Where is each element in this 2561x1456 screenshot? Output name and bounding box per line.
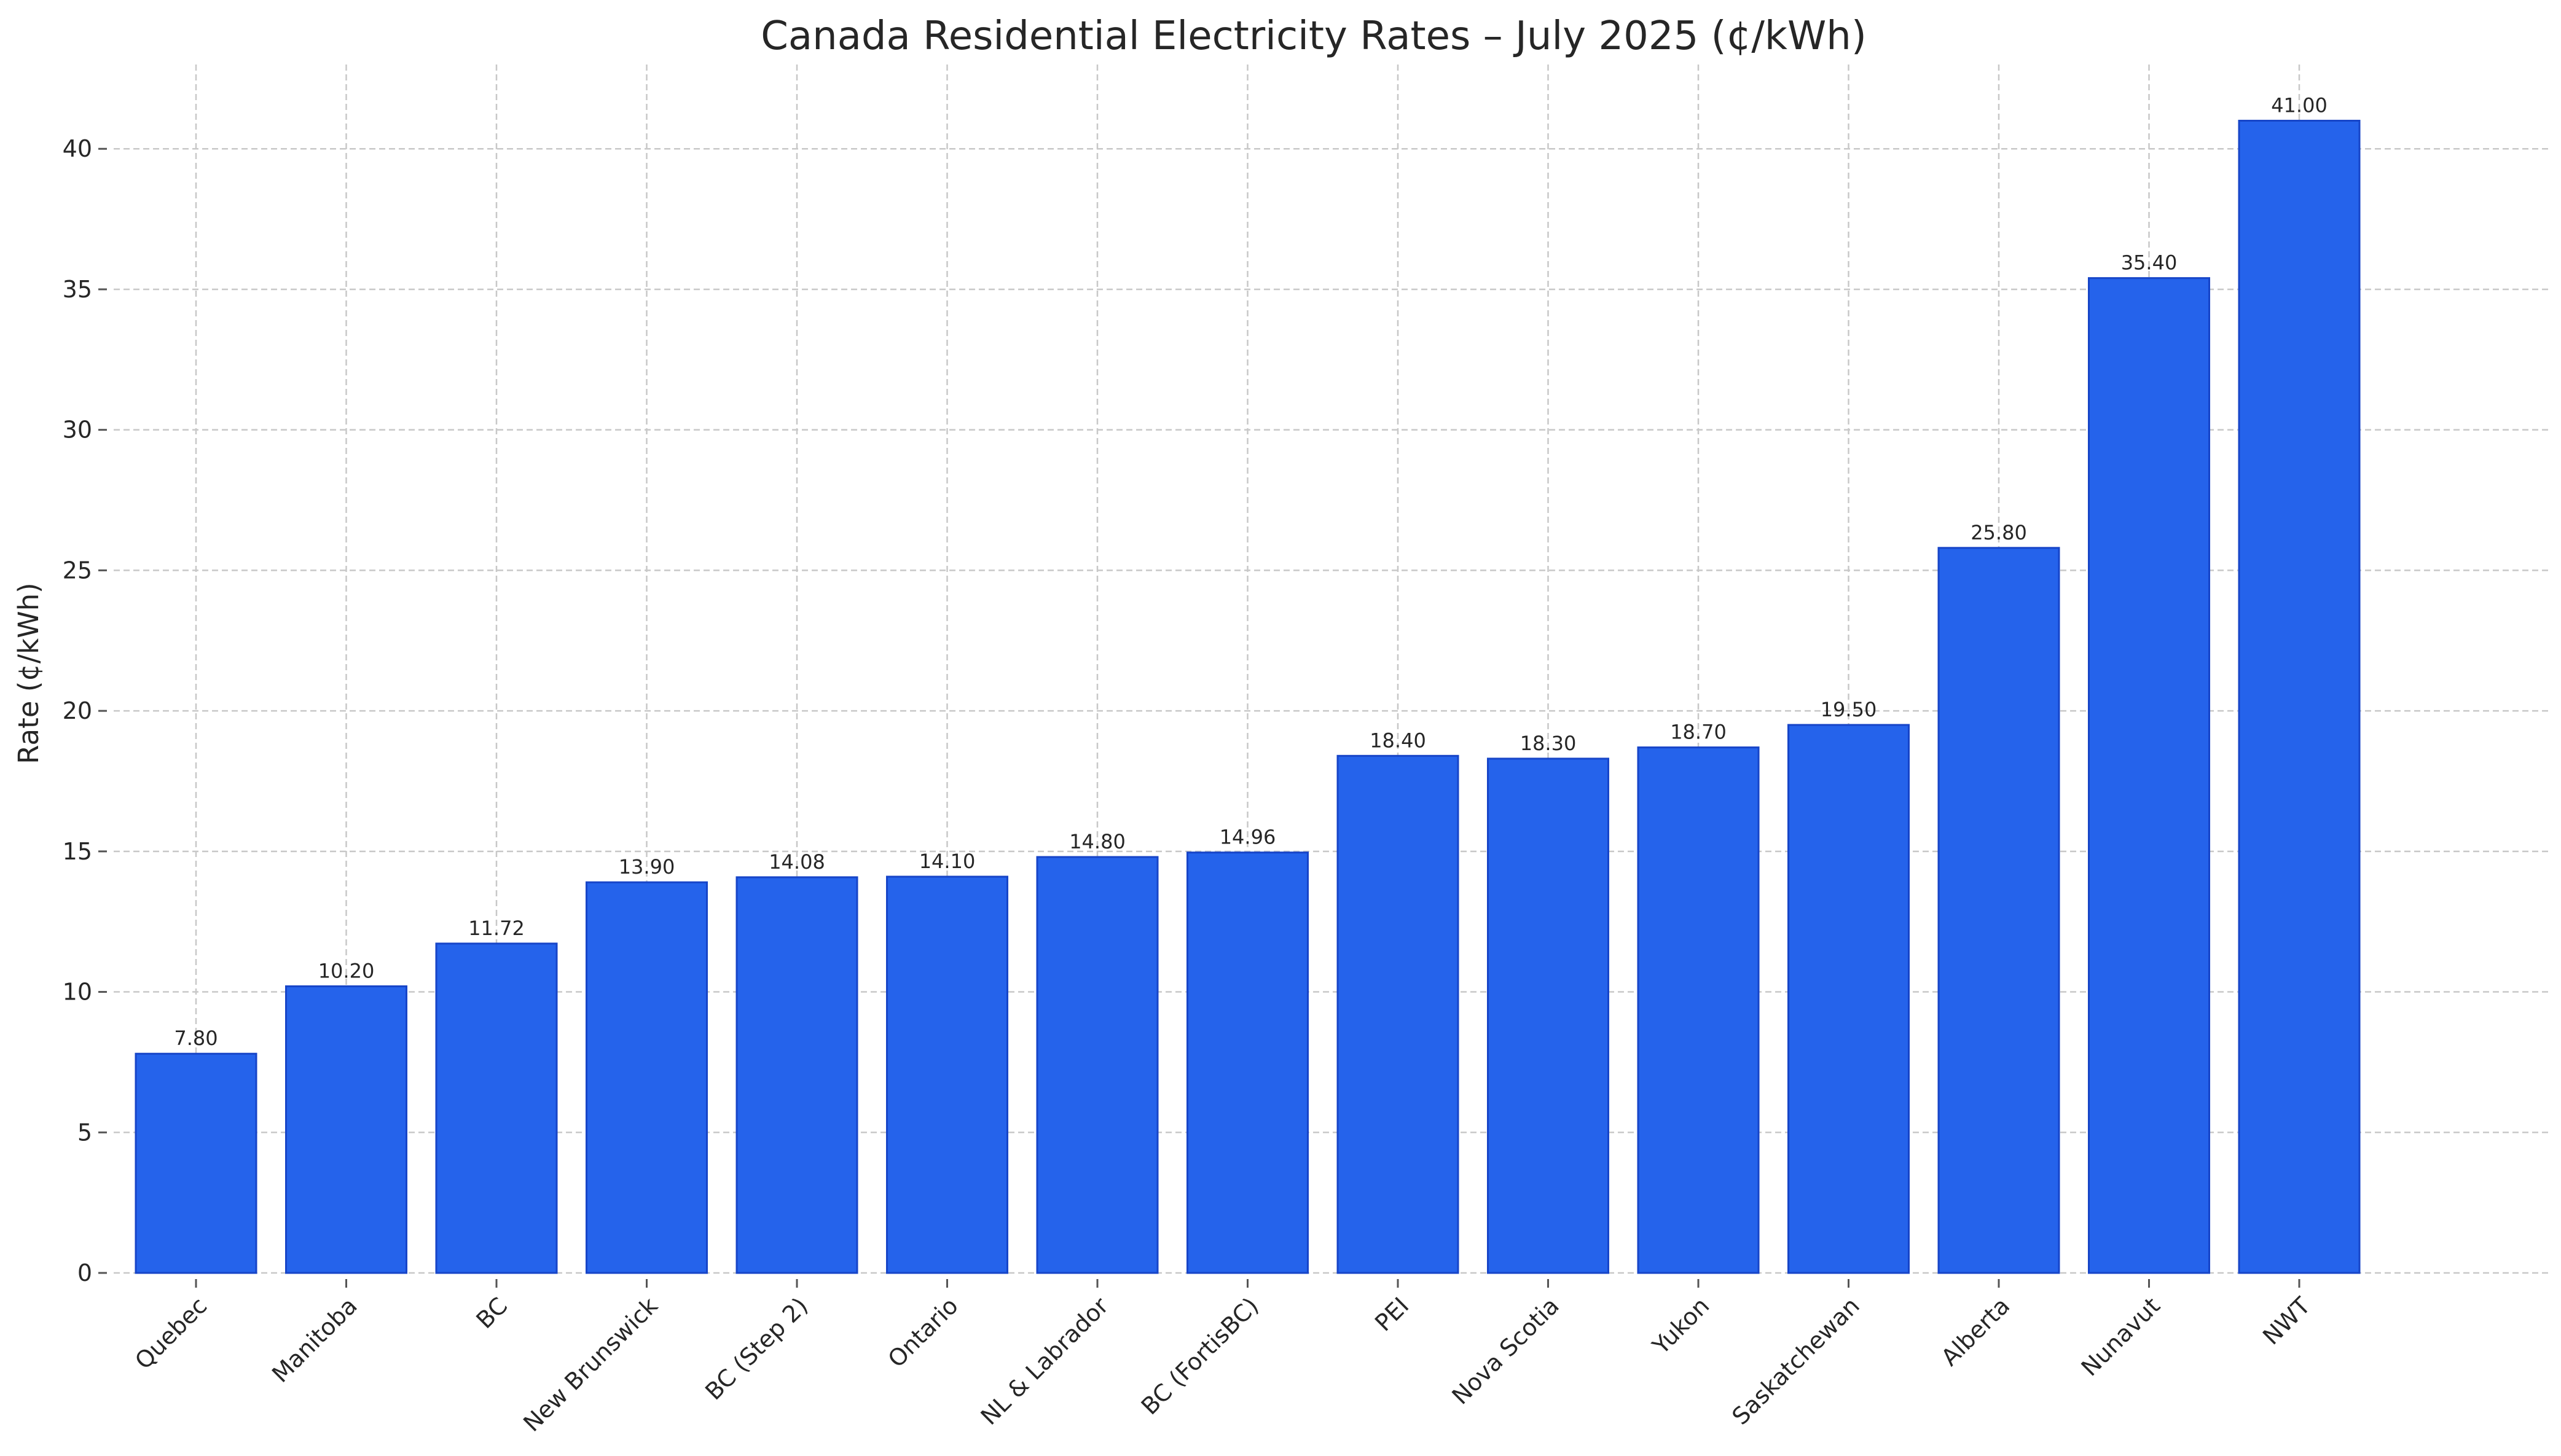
bar-alberta [1937,547,2060,1274]
bar-value-label: 7.80 [174,1027,218,1050]
bar-value-label: 14.08 [769,850,825,874]
x-tick-label: Ontario [883,1292,963,1372]
bar-nl-labrador [1036,856,1159,1274]
bars [135,119,2361,1274]
x-tick-label: Nunavut [2076,1292,2165,1381]
bar-value-label: 25.80 [1971,521,2027,544]
x-tick-label: Quebec [130,1292,212,1374]
y-tick-label: 10 [63,979,92,1006]
bar-value-label: 18.40 [1370,729,1426,752]
bar-value-label: 10.20 [318,959,375,982]
bar-yukon [1637,746,1760,1274]
bar-value-label: 14.80 [1069,830,1126,853]
x-axis-ticks: Quebec Manitoba BC New Brunswick BC (Step 2)… [130,1279,2316,1437]
y-axis-label: Rate (¢/kWh) [12,582,45,764]
x-tick-label: NL & Labrador [976,1292,1114,1430]
bar-bc [435,942,558,1274]
y-tick-label: 35 [63,276,92,303]
chart-title: Canada Residential Electricity Rates – J… [761,14,1867,59]
bar-value-label: 14.96 [1220,826,1276,849]
bar-ontario [886,875,1008,1274]
data-labels: 7.80 10.20 11.72 13.90 14.08 14.10 14.80 14.96 1… [174,93,2327,1050]
bar-nunavut [2088,277,2210,1274]
bar-value-label: 18.70 [1670,721,1727,744]
bar-bc-fortisbc [1186,851,1309,1274]
x-tick-label: Saskatchewan [1727,1292,1865,1430]
x-tick-label: BC (FortisBC) [1136,1292,1264,1420]
bar-value-label: 35.40 [2121,251,2178,275]
bar-value-label: 13.90 [619,855,675,879]
bar-nwt [2238,119,2361,1274]
x-tick-label: Nova Scotia [1447,1292,1564,1409]
x-tick-label: BC [471,1292,513,1334]
bar-quebec [135,1052,257,1274]
x-tick-label: Alberta [1936,1292,2015,1371]
y-tick-label: 25 [63,557,92,584]
bar-manitoba [285,985,407,1274]
y-tick-label: 20 [63,697,92,724]
x-tick-label: Manitoba [267,1292,363,1388]
bar-bc-step-2 [735,876,858,1274]
bar-value-label: 11.72 [468,917,525,940]
bar-pei [1336,754,1459,1274]
x-tick-label: New Brunswick [518,1292,663,1437]
x-tick-label: Yukon [1647,1292,1714,1360]
y-tick-label: 40 [63,135,92,162]
y-tick-label: 30 [63,417,92,444]
y-tick-label: 5 [77,1119,92,1146]
y-tick-label: 15 [63,838,92,865]
y-tick-label: 0 [77,1259,92,1286]
bar-value-label: 19.50 [1821,698,1877,721]
x-tick-label: NWT [2257,1292,2316,1350]
x-tick-label: PEI [1370,1292,1414,1336]
bar-value-label: 41.00 [2271,93,2328,117]
bar-value-label: 18.30 [1520,732,1577,755]
bar-new-brunswick [586,881,708,1274]
bar-saskatchewan [1787,724,1910,1274]
bar-nova-scotia [1487,757,1609,1274]
y-axis-ticks: 0 5 10 15 20 25 30 35 40 [63,135,107,1286]
bar-value-label: 14.10 [919,850,976,873]
x-tick-label: BC (Step 2) [700,1292,813,1405]
